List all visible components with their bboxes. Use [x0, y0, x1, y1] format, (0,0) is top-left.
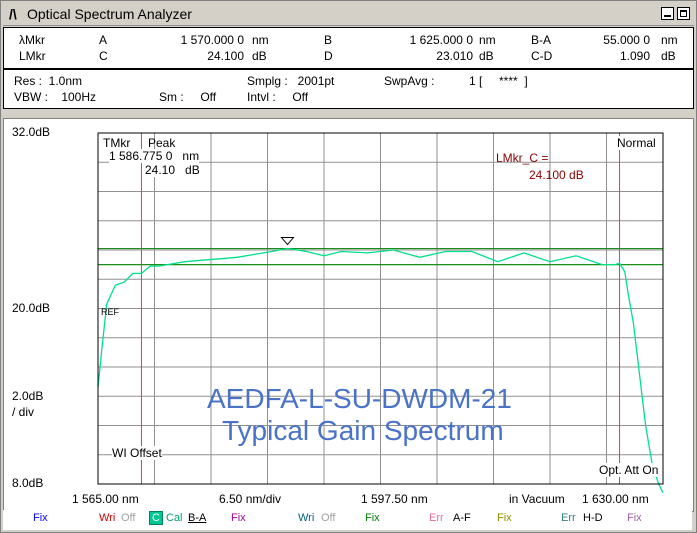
trace-i-hd-label: H-D [583, 512, 603, 524]
title-bar: /\ Optical Spectrum Analyzer [3, 3, 694, 26]
display-mode-label: Normal [617, 136, 656, 150]
plot-grid [98, 133, 663, 484]
spectrum-display: 32.0dB 20.0dB 2.0dB / div 8.0dB TMkr Pea… [3, 118, 694, 512]
marker-c-value: 24.100 [207, 49, 244, 63]
trace-b-write-button[interactable]: Wri [99, 512, 116, 524]
peak-wavelength: 1 586.775 0 nm [109, 149, 200, 163]
smoothing-setting: Sm : Off [159, 90, 217, 104]
x-left-label: 1 565.00 nm [72, 492, 139, 506]
interval-setting: Intvl : Off [247, 90, 309, 104]
x-scale-label: 6.50 nm/div [219, 492, 282, 506]
y-bottom-label: 8.0dB [12, 476, 44, 490]
marker-lines [140, 133, 621, 484]
trace-c-ba-label: B-A [188, 512, 207, 524]
wavelength-offset-label: WI Offset [112, 446, 162, 460]
peak-label: Peak [148, 136, 176, 150]
marker-ba-value: 55.000 0 [603, 33, 650, 47]
trace-marker-label: TMkr [103, 136, 131, 150]
sampling-setting: Smplg : 2001pt [247, 74, 335, 88]
overlay-title-line1: AEDFA-L-SU-DWDM-21 [207, 383, 512, 414]
marker-b-value: 1 625.000 0 [409, 33, 473, 47]
marker-ba-unit: nm [661, 33, 678, 47]
marker-a-label: A [99, 33, 108, 47]
wavelength-marker-label: λMkr [19, 33, 45, 47]
plot-border [97, 132, 664, 485]
trace-j-fix-button[interactable]: Fix [627, 512, 642, 524]
marker-a-unit: nm [252, 33, 269, 47]
marker-cd-unit: dB [661, 49, 676, 63]
overlay-title-line2: Typical Gain Spectrum [222, 415, 504, 446]
peak-level: 24.10 dB [145, 163, 200, 177]
resolution-setting: Res : 1.0nm [14, 74, 83, 88]
marker-c-label: C [99, 49, 108, 63]
window-title: Optical Spectrum Analyzer [27, 6, 192, 22]
marker-b-unit: nm [479, 33, 496, 47]
x-right-label: 1 630.00 nm [582, 492, 649, 506]
settings-panel: Res : 1.0nm Smplg : 2001pt SwpAvg : 1 [ … [3, 69, 694, 109]
trace-e-off-label: Off [321, 512, 336, 524]
reference-lines [98, 247, 663, 266]
marker-b-label: B [324, 33, 333, 47]
reference-level-label: REF [101, 307, 119, 317]
marker-d-value: 23.010 [436, 49, 473, 63]
marker-cd-label: C-D [531, 49, 553, 63]
y-top-label: 32.0dB [12, 125, 51, 139]
trace-b-off-label: Off [121, 512, 136, 524]
marker-d-unit: dB [479, 49, 494, 63]
sweep-average-label: SwpAvg : [384, 74, 435, 88]
marker-panel: λMkr A 1 570.000 0 nm B 1 625.000 0 nm B… [3, 27, 694, 69]
level-marker-c-label: LMkr_C = [496, 151, 549, 165]
trace-g-error-button[interactable]: Err [429, 512, 444, 524]
trace-g-af-label: A-F [453, 512, 471, 524]
vbw-setting: VBW : 100Hz [14, 90, 97, 104]
trace-a-fix-button[interactable]: Fix [33, 512, 48, 524]
medium-label: in Vacuum [509, 492, 565, 506]
trace-status-bar: Fix Wri Off C Cal B-A Fix Wri Off Fix Er… [3, 510, 692, 530]
app-logo-icon: /\ [9, 6, 17, 22]
marker-c-unit: dB [252, 49, 267, 63]
trace-h-fix-button[interactable]: Fix [497, 512, 512, 524]
marker-ba-label: B-A [531, 33, 552, 47]
level-marker-c-value: 24.100 dB [529, 168, 584, 182]
x-center-label: 1 597.50 nm [361, 492, 428, 506]
trace-c-badge[interactable]: C [149, 511, 163, 525]
trace-e-write-button[interactable]: Wri [298, 512, 315, 524]
peak-marker-icon [280, 237, 295, 246]
spectrum-plot [97, 132, 664, 494]
trace-i-error-button[interactable]: Err [561, 512, 576, 524]
y-scale-unit: / div [12, 405, 35, 419]
trace-f-fix-button[interactable]: Fix [365, 512, 380, 524]
optical-attenuator-label: Opt. Att On [599, 463, 659, 477]
marker-a-value: 1 570.000 0 [180, 33, 244, 47]
sweep-average-value: 1 [ **** ] [469, 74, 528, 88]
y-mid-label: 20.0dB [12, 301, 51, 315]
minimize-icon[interactable] [661, 7, 674, 20]
marker-d-label: D [324, 49, 333, 63]
maximize-icon[interactable] [677, 7, 690, 20]
marker-cd-value: 1.090 [619, 49, 650, 63]
trace-c-cal-button[interactable]: Cal [166, 512, 183, 524]
trace-d-fix-button[interactable]: Fix [231, 512, 246, 524]
spectrum-trace [97, 247, 664, 494]
level-marker-label: LMkr [19, 49, 46, 63]
y-scale-label: 2.0dB [12, 389, 44, 403]
